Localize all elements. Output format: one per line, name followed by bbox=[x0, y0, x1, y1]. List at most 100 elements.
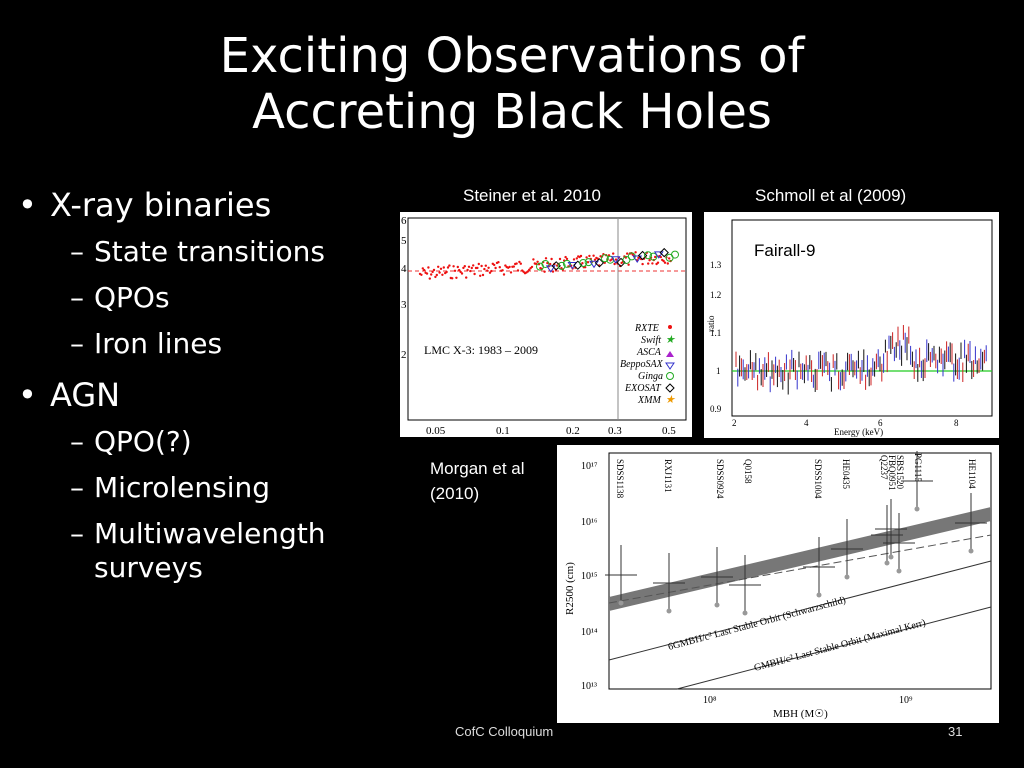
sub-bullet-multiwavelength: Multiwavelength surveys bbox=[18, 517, 378, 585]
morgan-point bbox=[605, 545, 637, 606]
schmoll-ytick-09: 0.9 bbox=[710, 404, 722, 414]
steiner-point bbox=[515, 262, 518, 265]
steiner-point bbox=[451, 277, 454, 280]
schmoll-ytick-11: 1.1 bbox=[710, 328, 721, 338]
steiner-point bbox=[626, 252, 629, 255]
steiner-point bbox=[490, 269, 493, 273]
steiner-point bbox=[557, 261, 566, 270]
steiner-point bbox=[659, 247, 669, 258]
morgan-hatched-band bbox=[609, 507, 991, 611]
schmoll-xtick-4: 4 bbox=[804, 418, 809, 428]
steiner-point bbox=[477, 262, 480, 266]
steiner-point bbox=[543, 270, 546, 273]
morgan-schwarzschild-line bbox=[608, 560, 992, 661]
steiner-point bbox=[572, 258, 576, 261]
steiner-ytick-5: 5 bbox=[401, 235, 407, 247]
footer-text: CofC Colloquium bbox=[455, 724, 554, 739]
steiner-point bbox=[481, 273, 485, 277]
steiner-point bbox=[460, 272, 464, 275]
steiner-point bbox=[463, 265, 466, 268]
morgan-ytick-13: 10¹³ bbox=[581, 681, 597, 692]
steiner-point bbox=[518, 260, 521, 264]
steiner-ytick-4: 4 bbox=[401, 263, 407, 275]
steiner-point bbox=[575, 257, 578, 260]
steiner-point bbox=[519, 262, 522, 265]
figure-schmoll-fairall9: 1.3 1.2 1.1 1 0.9 ratio 2 4 6 8 Energy (… bbox=[704, 212, 999, 438]
steiner-point bbox=[498, 266, 501, 269]
steiner-point bbox=[541, 259, 550, 268]
title-line-1: Exciting Observations of bbox=[219, 28, 805, 84]
steiner-point bbox=[456, 265, 459, 269]
steiner-point bbox=[439, 267, 443, 270]
legend-ginga: Ginga bbox=[638, 371, 663, 382]
morgan-ytick-17: 10¹⁷ bbox=[581, 461, 598, 472]
steiner-point bbox=[558, 257, 562, 261]
legend-exosat: EXOSAT bbox=[624, 383, 662, 394]
bullet-agn: AGN bbox=[18, 373, 378, 417]
steiner-point bbox=[438, 271, 441, 274]
steiner-point bbox=[600, 254, 609, 263]
steiner-point bbox=[501, 269, 504, 272]
steiner-point bbox=[588, 254, 591, 258]
morgan-ytick-15: 10¹⁵ bbox=[581, 571, 597, 582]
steiner-point bbox=[641, 262, 644, 266]
steiner-point bbox=[647, 262, 650, 265]
steiner-point bbox=[532, 258, 535, 261]
bullet-list: X-ray binaries State transitions QPOs Ir… bbox=[18, 183, 378, 597]
steiner-xtick-02: 0.2 bbox=[566, 425, 580, 437]
steiner-point bbox=[668, 257, 671, 260]
steiner-point bbox=[509, 271, 513, 274]
steiner-point bbox=[512, 265, 515, 268]
obj-fbq0951: FBQ0951 bbox=[887, 455, 897, 491]
bullet-xray-binaries: X-ray binaries bbox=[18, 183, 378, 227]
steiner-point bbox=[494, 266, 497, 270]
steiner-point bbox=[508, 265, 511, 269]
steiner-point bbox=[423, 268, 426, 272]
steiner-point bbox=[479, 274, 482, 277]
steiner-point bbox=[453, 269, 457, 272]
steiner-point bbox=[488, 271, 492, 274]
steiner-point bbox=[585, 256, 588, 259]
steiner-point bbox=[662, 259, 665, 263]
morgan-point bbox=[831, 519, 863, 580]
schmoll-xtick-2: 2 bbox=[732, 418, 737, 428]
steiner-point bbox=[483, 267, 486, 271]
steiner-point bbox=[459, 270, 462, 274]
steiner-point bbox=[656, 261, 660, 264]
morgan-point bbox=[875, 499, 907, 560]
steiner-point bbox=[622, 255, 631, 264]
steiner-point bbox=[472, 264, 475, 267]
legend-exosat-marker bbox=[665, 383, 675, 393]
steiner-point bbox=[435, 273, 438, 277]
morgan-data-points bbox=[605, 451, 987, 616]
steiner-point bbox=[545, 265, 556, 273]
steiner-point bbox=[564, 255, 567, 259]
legend-asca: ASCA bbox=[636, 347, 662, 358]
schmoll-ytick-13: 1.3 bbox=[710, 260, 722, 270]
steiner-point bbox=[593, 258, 597, 261]
steiner-point bbox=[448, 264, 451, 267]
steiner-point bbox=[486, 269, 489, 272]
steiner-point bbox=[516, 269, 520, 272]
steiner-point bbox=[442, 266, 445, 269]
morgan-point bbox=[803, 537, 835, 598]
schmoll-data-points bbox=[735, 325, 987, 395]
steiner-point bbox=[480, 264, 483, 268]
morgan-line-label-kerr: GMBH/c² Last Stable Orbit (Maximal Kerr) bbox=[753, 617, 927, 673]
steiner-point bbox=[551, 270, 555, 273]
schmoll-ylabel: ratio bbox=[706, 315, 716, 332]
steiner-point bbox=[473, 272, 476, 276]
steiner-point bbox=[432, 268, 436, 272]
morgan-xlabel: MBH (M☉) bbox=[773, 708, 828, 720]
caption-steiner: Steiner et al. 2010 bbox=[463, 186, 601, 205]
steiner-point bbox=[425, 272, 429, 275]
sub-bullet-microlensing: Microlensing bbox=[18, 471, 378, 505]
steiner-point bbox=[573, 260, 583, 270]
steiner-point bbox=[631, 253, 634, 256]
caption-morgan: Morgan et al (2010) bbox=[430, 456, 525, 506]
obj-sdss1004: SDSS1004 bbox=[813, 459, 823, 499]
steiner-point bbox=[614, 258, 618, 261]
morgan-dashed-line bbox=[608, 534, 992, 604]
steiner-point bbox=[648, 259, 651, 262]
schmoll-ytick-1: 1 bbox=[716, 366, 721, 376]
